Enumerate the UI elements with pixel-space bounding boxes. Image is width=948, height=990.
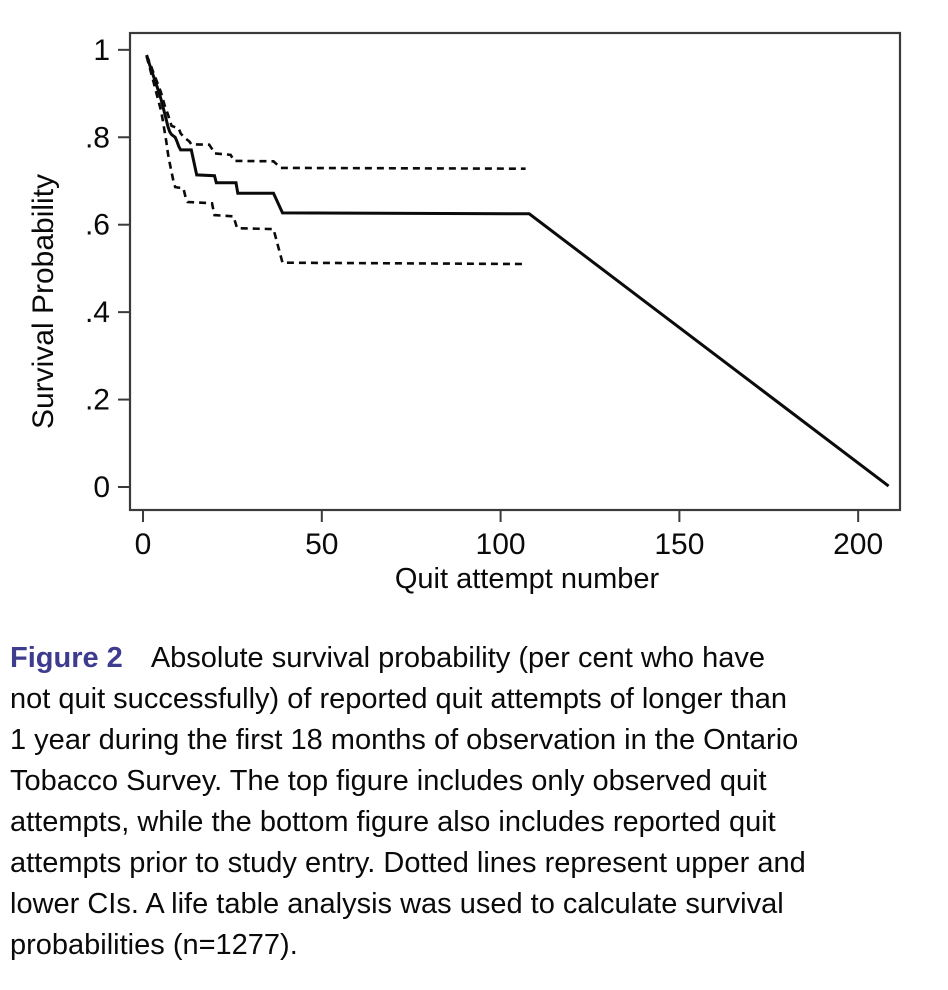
x-tick-label: 50: [305, 528, 338, 561]
y-tick-label: .8: [85, 121, 110, 154]
figure-caption: Figure 2 Absolute survival probability (p…: [10, 638, 938, 966]
series-survival-estimate-line: [145, 54, 890, 488]
plot-border: [128, 31, 902, 512]
figure-label: Figure 2: [10, 642, 123, 674]
x-tick-label: 150: [654, 528, 704, 561]
y-tick-label: 1: [93, 34, 110, 67]
series-lower-ci-line: [145, 56, 523, 266]
survival-probability-chart: 0 .2 .4 .6 .8 1 0 50 100 150 200 Survival Probabili…: [27, 31, 902, 595]
y-tick-label: .2: [85, 384, 110, 417]
y-tick-label: .4: [85, 296, 110, 329]
x-tick-label: 0: [135, 528, 152, 561]
y-axis-title: Survival Probability: [27, 174, 60, 429]
series-upper-ci-line: [145, 54, 526, 170]
y-tick-label: 0: [93, 471, 110, 504]
figure-2: 0 .2 .4 .6 .8 1 0 50 100 150 200 Survival Probabili…: [10, 31, 938, 966]
x-tick-label: 100: [476, 528, 526, 561]
y-tick-label: .6: [85, 209, 110, 242]
figure-caption-text: Absolute survival probability (per cent …: [10, 642, 806, 961]
x-tick-label: 200: [833, 528, 883, 561]
x-axis-title: Quit attempt number: [395, 563, 660, 595]
